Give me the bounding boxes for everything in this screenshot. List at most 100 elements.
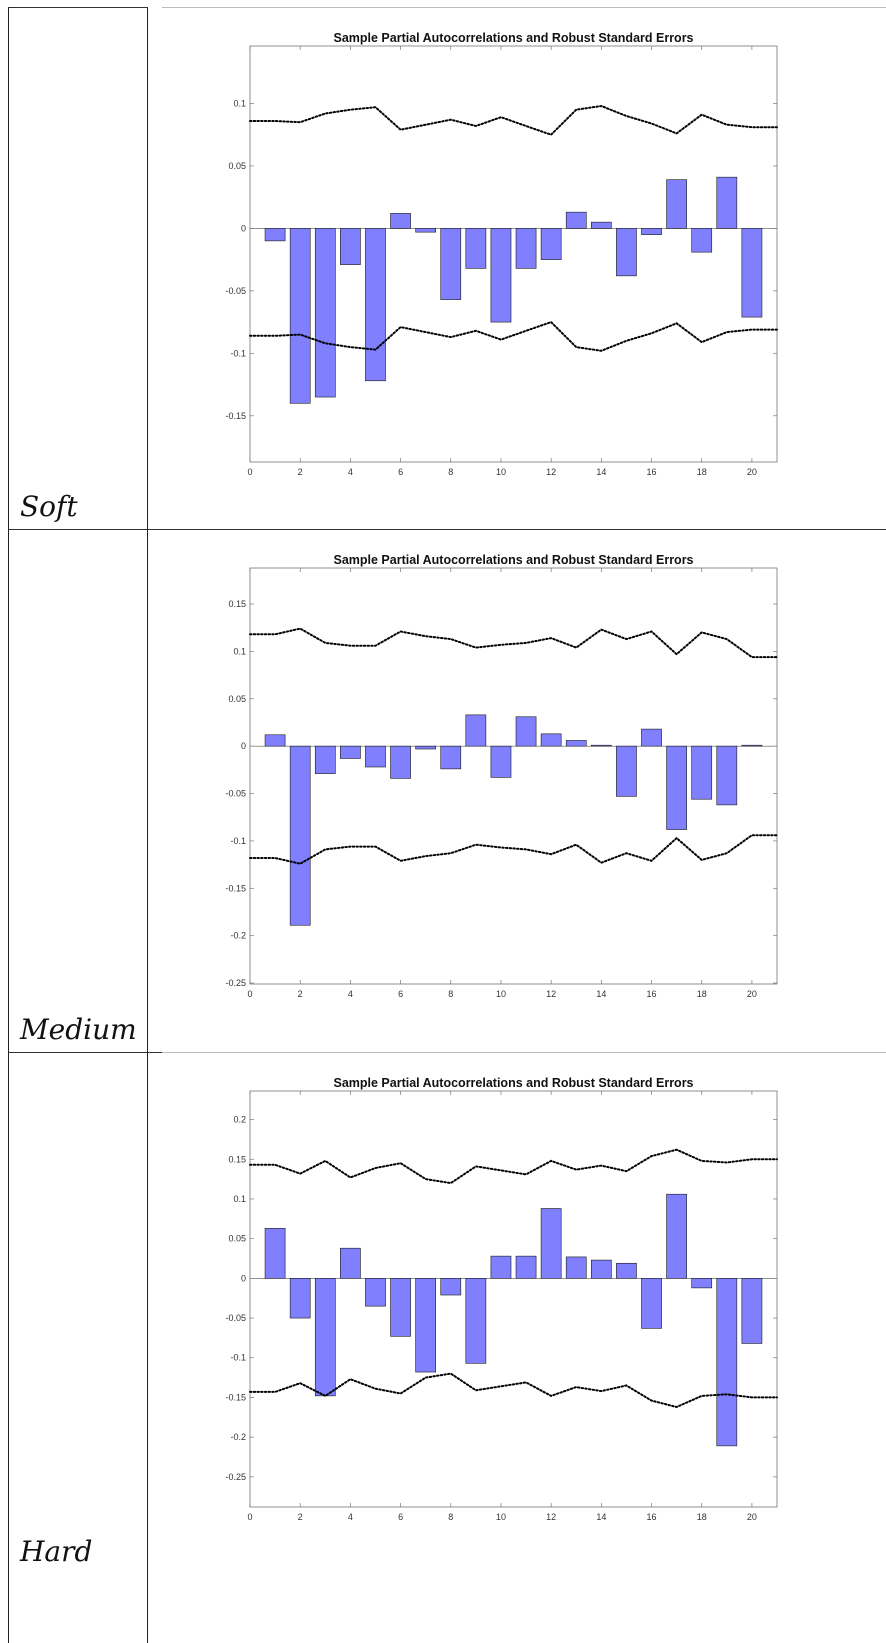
- chart-title: Sample Partial Autocorrelations and Robu…: [333, 31, 693, 45]
- y-tick-label: -0.1: [230, 836, 246, 846]
- pacf-bar: [490, 1255, 512, 1279]
- pacf-bar: [390, 213, 411, 229]
- plot-area: [249, 567, 778, 985]
- row-divider-2-right: [162, 1052, 886, 1053]
- row-label-medium: Medium: [20, 1013, 137, 1046]
- x-tick-label: 20: [747, 989, 757, 999]
- pacf-bar: [314, 1278, 336, 1397]
- y-tick-label: -0.15: [225, 883, 246, 893]
- pacf-bar: [490, 228, 512, 323]
- x-tick-label: 0: [247, 467, 252, 477]
- y-tick-label: 0.05: [228, 694, 246, 704]
- x-tick-label: 20: [747, 467, 757, 477]
- x-tick-label: 18: [697, 467, 707, 477]
- pacf-bar: [465, 714, 487, 747]
- pacf-bar: [641, 1278, 662, 1329]
- x-tick-label: 18: [697, 1512, 707, 1522]
- chart-title: Sample Partial Autocorrelations and Robu…: [333, 553, 693, 567]
- pacf-bar: [666, 179, 687, 229]
- upper-bound-line: [249, 104, 778, 136]
- pacf-bar: [314, 228, 336, 398]
- x-tick-label: 2: [298, 467, 303, 477]
- x-tick-label: 14: [596, 467, 606, 477]
- y-tick-label: 0.2: [233, 1115, 246, 1125]
- pacf-bar: [515, 228, 537, 269]
- y-tick-label: -0.05: [225, 1313, 246, 1323]
- y-tick-label: 0.15: [228, 1154, 246, 1164]
- pacf-bar: [415, 1278, 437, 1373]
- pacf-bar: [590, 221, 612, 229]
- pacf-bar: [565, 211, 587, 229]
- row-divider-1: [8, 529, 886, 530]
- pacf-bar: [289, 1278, 311, 1319]
- x-tick-label: 8: [448, 989, 453, 999]
- x-tick-label: 2: [298, 1512, 303, 1522]
- pacf-bar: [716, 1278, 738, 1447]
- x-tick-label: 4: [348, 467, 353, 477]
- pacf-bar: [340, 1247, 361, 1279]
- y-tick-label: -0.05: [225, 286, 246, 296]
- pacf-bar: [365, 745, 386, 768]
- pacf-bar: [616, 745, 637, 797]
- plot-area: [249, 1090, 778, 1508]
- pacf-bar: [716, 745, 738, 806]
- pacf-bar: [440, 745, 462, 770]
- x-tick-label: 4: [348, 989, 353, 999]
- y-tick-label: -0.05: [225, 789, 246, 799]
- pacf-bar: [289, 745, 311, 926]
- y-tick-label: -0.2: [230, 931, 246, 941]
- x-tick-label: 16: [647, 989, 657, 999]
- y-tick-label: 0: [241, 741, 246, 751]
- pacf-bar: [415, 228, 437, 233]
- x-tick-label: 8: [448, 467, 453, 477]
- pacf-bar: [666, 745, 687, 830]
- pacf-bar: [490, 745, 512, 778]
- pacf-bar: [465, 228, 487, 269]
- x-tick-label: 0: [247, 1512, 252, 1522]
- pacf-bar: [590, 1259, 612, 1279]
- table-top-rule-left: [8, 7, 148, 8]
- y-tick-label: -0.15: [225, 1392, 246, 1402]
- pacf-bar: [540, 733, 562, 747]
- pacf-bar: [641, 228, 662, 235]
- pacf-bar: [390, 745, 411, 779]
- pacf-bar: [590, 744, 612, 747]
- x-tick-label: 12: [546, 1512, 556, 1522]
- pacf-chart-medium: Sample Partial Autocorrelations and Robu…: [225, 553, 778, 999]
- pacf-bar: [691, 228, 713, 253]
- pacf-bar: [264, 228, 286, 242]
- pacf-bar: [716, 176, 738, 229]
- x-tick-label: 10: [496, 467, 506, 477]
- pacf-bar: [390, 1278, 411, 1337]
- plot-area: [249, 45, 778, 463]
- upper-bound-line: [249, 627, 778, 659]
- y-tick-label: 0.15: [228, 599, 246, 609]
- x-tick-label: 12: [546, 989, 556, 999]
- pacf-bar: [289, 228, 311, 404]
- pacf-bar: [440, 228, 462, 300]
- y-tick-label: -0.15: [225, 411, 246, 421]
- x-tick-label: 20: [747, 1512, 757, 1522]
- pacf-bar: [540, 1208, 562, 1279]
- x-tick-label: 12: [546, 467, 556, 477]
- x-tick-label: 16: [647, 1512, 657, 1522]
- x-tick-label: 2: [298, 989, 303, 999]
- pacf-bar: [365, 1278, 386, 1307]
- pacf-bar: [515, 716, 537, 747]
- table-column-rule: [147, 7, 148, 1643]
- pacf-bar: [340, 745, 361, 759]
- pacf-bar: [741, 1278, 763, 1344]
- x-tick-label: 6: [398, 1512, 403, 1522]
- y-tick-label: 0: [241, 223, 246, 233]
- pacf-bar: [565, 1256, 587, 1279]
- pacf-bar: [540, 228, 562, 260]
- x-tick-label: 18: [697, 989, 707, 999]
- pacf-bar: [264, 1228, 286, 1279]
- y-tick-label: 0.05: [228, 161, 246, 171]
- y-tick-label: -0.2: [230, 1432, 246, 1442]
- y-tick-label: -0.25: [225, 978, 246, 988]
- x-tick-label: 6: [398, 467, 403, 477]
- pacf-bar: [691, 1278, 713, 1289]
- y-tick-label: -0.25: [225, 1472, 246, 1482]
- x-tick-label: 14: [596, 989, 606, 999]
